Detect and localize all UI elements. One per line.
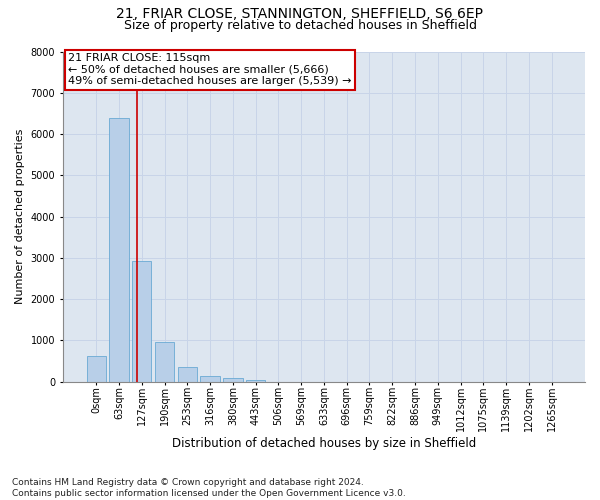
X-axis label: Distribution of detached houses by size in Sheffield: Distribution of detached houses by size … — [172, 437, 476, 450]
Bar — [178, 367, 197, 382]
Text: Contains HM Land Registry data © Crown copyright and database right 2024.
Contai: Contains HM Land Registry data © Crown c… — [12, 478, 406, 498]
Y-axis label: Number of detached properties: Number of detached properties — [15, 129, 25, 304]
Text: 21 FRIAR CLOSE: 115sqm
← 50% of detached houses are smaller (5,666)
49% of semi-: 21 FRIAR CLOSE: 115sqm ← 50% of detached… — [68, 53, 352, 86]
Bar — [109, 118, 128, 382]
Bar — [246, 380, 265, 382]
Bar — [132, 261, 151, 382]
Bar — [155, 342, 174, 382]
Text: 21, FRIAR CLOSE, STANNINGTON, SHEFFIELD, S6 6EP: 21, FRIAR CLOSE, STANNINGTON, SHEFFIELD,… — [116, 8, 484, 22]
Bar — [200, 376, 220, 382]
Text: Size of property relative to detached houses in Sheffield: Size of property relative to detached ho… — [124, 18, 476, 32]
Bar — [223, 378, 242, 382]
Bar — [86, 356, 106, 382]
